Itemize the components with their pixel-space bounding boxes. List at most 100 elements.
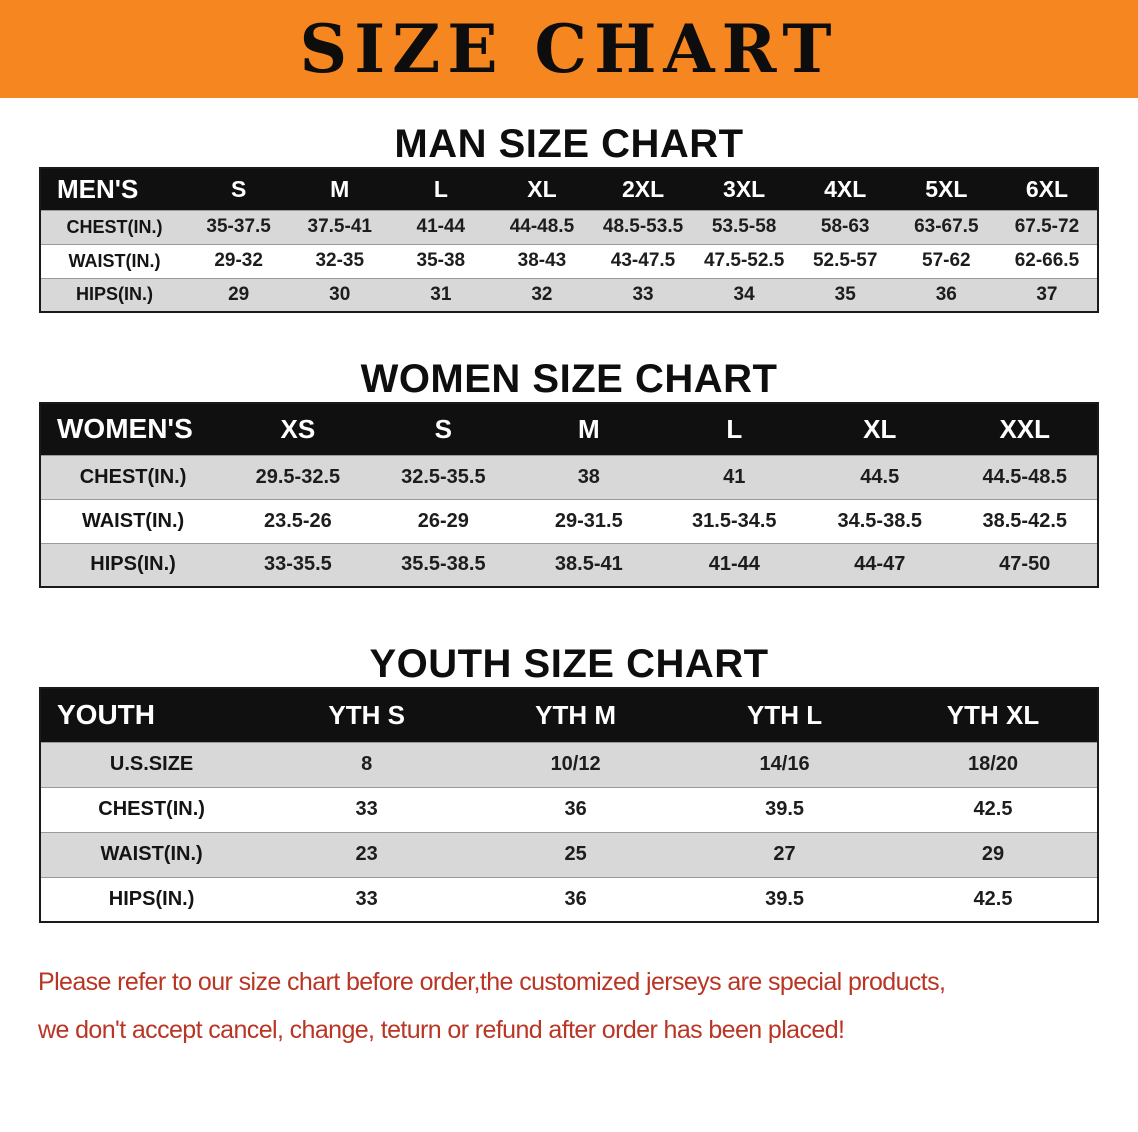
- header-row: WOMEN'S XS S M L XL XXL: [40, 403, 1098, 455]
- women-size-table: WOMEN'S XS S M L XL XXL CHEST(IN.) 29.5-32.5 32.5…: [39, 402, 1099, 588]
- value-cell: 41: [723, 465, 746, 488]
- size-header-cell: YTH S: [262, 688, 472, 742]
- table-title-cell: MEN'S: [40, 168, 189, 210]
- value-cell: 35-38: [416, 250, 466, 271]
- men-size-table: MEN'S S M L XL 2XL 3XL 4XL 5XL 6XL CHEST(IN.) 35-37…: [39, 167, 1099, 313]
- value-cell: 32.5-35.5: [401, 465, 486, 488]
- row-label-cell: WAIST(IN.): [81, 509, 185, 532]
- notice-line-1: Please refer to our size chart before or…: [38, 968, 946, 996]
- header-row: YOUTH YTH S YTH M YTH L YTH XL: [40, 688, 1098, 742]
- header-row: MEN'S S M L XL 2XL 3XL 4XL 5XL 6XL: [40, 168, 1098, 210]
- value-cell: 8: [361, 753, 373, 775]
- size-header-cell: M: [516, 403, 662, 455]
- value-cell: 44.5: [860, 465, 900, 488]
- value-cell: 47-50: [999, 553, 1051, 576]
- row-label-cell: CHEST(IN.): [66, 216, 163, 237]
- value-cell: 44-48.5: [509, 216, 575, 237]
- value-cell: 31.5-34.5: [692, 509, 777, 532]
- row-label-cell: HIPS(IN.): [76, 284, 154, 305]
- value-cell: 33: [355, 798, 378, 820]
- value-cell: 29: [981, 843, 1005, 865]
- row-label-cell: CHEST(IN.): [79, 465, 187, 488]
- table-row: CHEST(IN.) 33 36 39.5 42.5: [40, 787, 1098, 832]
- size-header-cell: S: [188, 168, 290, 210]
- value-cell: 36: [935, 283, 957, 305]
- value-cell: 42.5: [973, 798, 1013, 820]
- table-row: HIPS(IN.) 33-35.5 35.5-38.5 38.5-41 41-44 44-…: [40, 543, 1098, 587]
- banner-title: SIZE CHART: [299, 10, 839, 88]
- men-section: MAN SIZE CHART MEN'S S M L XL 2XL 3XL 4XL 5XL 6XL…: [0, 122, 1138, 313]
- value-cell: 41-44: [416, 216, 466, 237]
- youth-size-chart-heading: YOUTH SIZE CHART: [369, 642, 769, 686]
- youth-section: YOUTH SIZE CHART YOUTH YTH S YTH M YTH L YTH…: [0, 642, 1138, 923]
- women-size-chart-heading: WOMEN SIZE CHART: [360, 357, 778, 401]
- row-label-cell: WAIST(IN.): [100, 843, 203, 865]
- women-section: WOMEN SIZE CHART WOMEN'S XS S M L XL XXL CHEST(…: [0, 357, 1138, 588]
- value-cell: 47.5-52.5: [703, 250, 785, 271]
- value-cell: 57-62: [922, 250, 971, 271]
- table-row: WAIST(IN.) 23.5-26 26-29 29-31.5 31.5-34.5 34…: [40, 499, 1098, 543]
- value-cell: 23.5-26: [263, 509, 332, 532]
- value-cell: 43-47.5: [610, 250, 676, 271]
- value-cell: 39.5: [765, 798, 805, 820]
- size-header-cell: 6XL: [996, 168, 1098, 210]
- value-cell: 35.5-38.5: [401, 553, 486, 576]
- table-row: WAIST(IN.) 29-32 32-35 35-38 38-43 43-47.5 47.…: [40, 244, 1098, 278]
- size-header-cell: XL: [491, 168, 593, 210]
- size-header-cell: L: [661, 403, 808, 455]
- value-cell: 32: [531, 283, 553, 305]
- value-cell: 58-63: [820, 216, 870, 237]
- value-cell: 41-44: [708, 553, 760, 576]
- value-cell: 62-66.5: [1014, 250, 1080, 271]
- value-cell: 38-43: [517, 250, 567, 271]
- size-header-cell: 3XL: [693, 168, 795, 210]
- men-size-chart-heading: MAN SIZE CHART: [394, 122, 744, 166]
- value-cell: 29: [228, 283, 250, 305]
- value-cell: 42.5: [973, 887, 1013, 910]
- value-cell: 39.5: [765, 887, 805, 910]
- table-row: CHEST(IN.) 29.5-32.5 32.5-35.5 38 41 44.5 44.5…: [40, 455, 1098, 499]
- size-header-cell: YTH XL: [889, 688, 1098, 742]
- value-cell: 31: [430, 283, 452, 305]
- youth-size-table: YOUTH YTH S YTH M YTH L YTH XL U.S.SIZE 8 10/12…: [39, 687, 1099, 923]
- notice-line-2: we don't accept cancel, change, teturn o…: [38, 1015, 845, 1044]
- value-cell: 32-35: [315, 250, 365, 271]
- row-label-cell: WAIST(IN.): [68, 250, 161, 271]
- table-title-cell: YOUTH: [40, 688, 263, 742]
- value-cell: 36: [564, 887, 587, 910]
- value-cell: 23: [355, 843, 378, 865]
- value-cell: 29-32: [214, 250, 263, 271]
- row-label-cell: HIPS(IN.): [108, 887, 195, 910]
- row-label-cell: CHEST(IN.): [98, 798, 205, 820]
- value-cell: 52.5-57: [812, 250, 878, 271]
- table-row: U.S.SIZE 8 10/12 14/16 18/20: [40, 742, 1098, 787]
- value-cell: 38.5-41: [554, 553, 623, 576]
- row-label-cell: HIPS(IN.): [90, 553, 176, 576]
- value-cell: 33-35.5: [263, 553, 332, 576]
- table-row: CHEST(IN.) 35-37.5 37.5-41 41-44 44-48.5 48.5…: [40, 210, 1098, 244]
- row-label-cell: U.S.SIZE: [109, 753, 194, 775]
- value-cell: 44-47: [854, 553, 906, 576]
- value-cell: 27: [773, 843, 796, 865]
- table-row: HIPS(IN.) 29 30 31 32 33 34 35 36 37: [40, 278, 1098, 312]
- value-cell: 26-29: [417, 509, 469, 532]
- banner: SIZE CHART: [0, 0, 1138, 98]
- size-header-cell: M: [289, 168, 391, 210]
- size-header-cell: YTH L: [680, 688, 890, 742]
- value-cell: 33: [355, 887, 378, 910]
- value-cell: 38.5-42.5: [982, 509, 1067, 532]
- value-cell: 29-31.5: [554, 509, 623, 532]
- value-cell: 53.5-58: [711, 216, 777, 237]
- value-cell: 44.5-48.5: [982, 465, 1067, 488]
- value-cell: 37: [1036, 283, 1058, 305]
- size-header-cell: XS: [225, 403, 371, 455]
- value-cell: 34.5-38.5: [837, 509, 922, 532]
- value-cell: 36: [564, 798, 587, 820]
- size-header-cell: 5XL: [895, 168, 997, 210]
- value-cell: 67.5-72: [1014, 216, 1080, 237]
- value-cell: 63-67.5: [914, 216, 979, 237]
- size-header-cell: XXL: [952, 403, 1098, 455]
- value-cell: 34: [733, 283, 755, 305]
- value-cell: 14/16: [759, 753, 810, 775]
- value-cell: 29.5-32.5: [255, 465, 341, 488]
